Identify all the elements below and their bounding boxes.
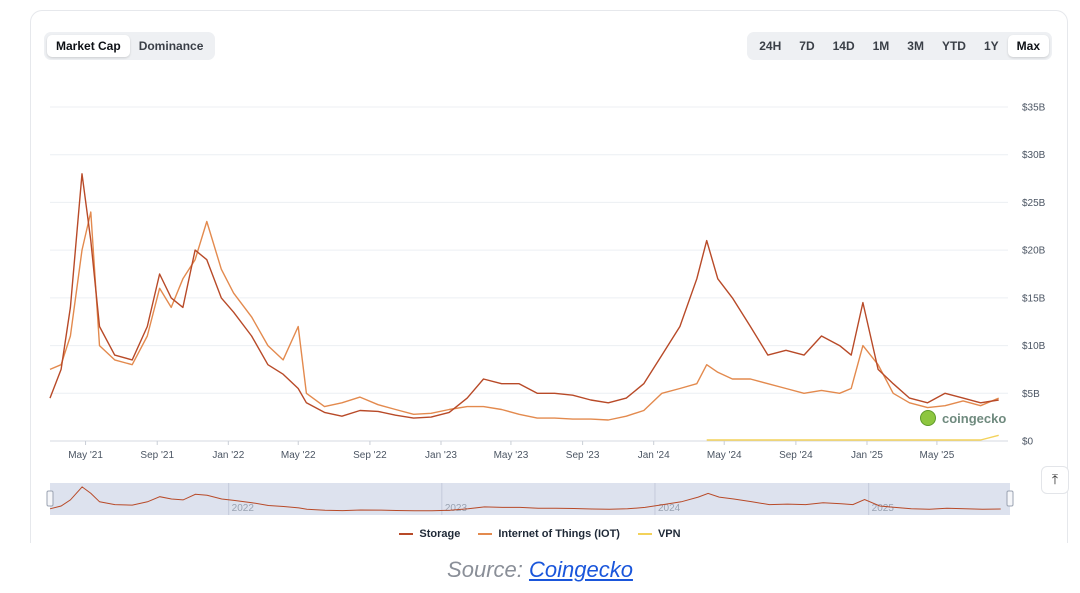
source-caption: Source: Coingecko bbox=[0, 557, 1080, 583]
y-tick-label: $25B bbox=[1022, 198, 1046, 209]
range-7d[interactable]: 7D bbox=[799, 39, 815, 53]
legend-item-storage[interactable]: Storage bbox=[399, 528, 460, 540]
navigator-year-label: 2024 bbox=[658, 503, 681, 514]
watermark-text: coingecko bbox=[942, 410, 1007, 426]
legend-swatch-vpn bbox=[637, 533, 652, 535]
x-tick-label: May '21 bbox=[68, 450, 103, 461]
market-cap-chart: $0 $5B $10B $15B $20B $25B $30B $35B May '21 Sep … bbox=[46, 103, 1046, 515]
gecko-icon bbox=[920, 410, 936, 426]
x-tick-label: Sep '22 bbox=[353, 450, 387, 461]
x-tick-label: May '24 bbox=[707, 450, 742, 461]
x-tick-label: Jan '25 bbox=[851, 450, 883, 461]
range-ytd[interactable]: YTD bbox=[941, 39, 966, 53]
navigator-handle-right[interactable] bbox=[1006, 490, 1014, 507]
series-line-storage bbox=[49, 173, 999, 419]
series-line-iot bbox=[49, 211, 999, 421]
y-tick-label: $35B bbox=[1022, 103, 1046, 114]
arrow-up-to-line-icon[interactable]: ⤒ bbox=[1041, 466, 1069, 494]
x-tick-label: Jan '24 bbox=[638, 450, 670, 461]
market-cap-toggle[interactable]: Market Cap bbox=[47, 35, 130, 57]
navigator-year-label: 2023 bbox=[445, 503, 468, 514]
x-tick-label: Sep '21 bbox=[140, 450, 174, 461]
chart-card bbox=[30, 10, 1068, 543]
navigator-series-line bbox=[49, 486, 1001, 512]
range-24h[interactable]: 24H bbox=[759, 39, 782, 53]
y-tick-label: $20B bbox=[1022, 246, 1046, 257]
legend-item-iot[interactable]: Internet of Things (IOT) bbox=[478, 528, 620, 540]
y-tick-label: $15B bbox=[1022, 293, 1046, 304]
legend-item-vpn[interactable]: VPN bbox=[637, 528, 681, 540]
navigator-year-label: 2025 bbox=[872, 503, 895, 514]
series-line-vpn bbox=[706, 434, 999, 441]
chart-legend: Storage Internet of Things (IOT) VPN bbox=[0, 528, 1080, 540]
y-tick-label: $0 bbox=[1022, 437, 1034, 448]
x-tick-label: May '25 bbox=[920, 450, 955, 461]
range-1m[interactable]: 1M bbox=[872, 39, 890, 53]
navigator-handle-left[interactable] bbox=[46, 490, 54, 507]
legend-label-vpn: VPN bbox=[657, 528, 681, 540]
legend-swatch-iot bbox=[478, 533, 493, 535]
x-tick-label: May '22 bbox=[281, 450, 316, 461]
navigator-background bbox=[50, 483, 1010, 515]
y-tick-label: $10B bbox=[1022, 341, 1046, 352]
x-tick-label: Jan '23 bbox=[425, 450, 457, 461]
x-tick-label: Sep '23 bbox=[566, 450, 600, 461]
coingecko-watermark: coingecko bbox=[920, 410, 1006, 426]
range-14d[interactable]: 14D bbox=[832, 39, 855, 53]
y-tick-label: $30B bbox=[1022, 150, 1046, 161]
legend-label-storage: Storage bbox=[419, 528, 461, 540]
source-prefix: Source: bbox=[447, 557, 529, 582]
range-3m[interactable]: 3M bbox=[907, 39, 924, 53]
y-tick-label: $5B bbox=[1022, 389, 1040, 400]
time-range-selector: 24H 7D 14D 1M 3M YTD 1Y Max bbox=[747, 32, 1052, 60]
legend-label-iot: Internet of Things (IOT) bbox=[498, 528, 620, 540]
range-1y[interactable]: 1Y bbox=[983, 39, 999, 53]
source-link[interactable]: Coingecko bbox=[528, 557, 633, 582]
metric-toggle: Market Cap Dominance bbox=[44, 32, 216, 60]
dominance-toggle[interactable]: Dominance bbox=[138, 39, 204, 53]
navigator-year-label: 2022 bbox=[232, 503, 255, 514]
x-tick-label: Jan '22 bbox=[212, 450, 244, 461]
x-tick-label: Sep '24 bbox=[779, 450, 813, 461]
x-tick-label: May '23 bbox=[494, 450, 529, 461]
range-max[interactable]: Max bbox=[1007, 35, 1049, 57]
legend-swatch-storage bbox=[399, 533, 414, 535]
